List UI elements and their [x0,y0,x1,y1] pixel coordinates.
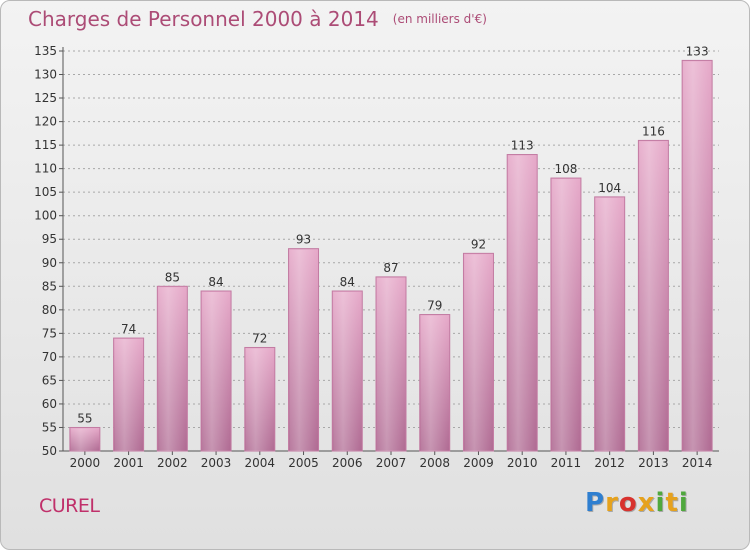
bar-2014[interactable]: 133 [681,44,713,452]
x-tick-label: 2003 [201,456,232,470]
y-tick-label: 95 [42,232,57,246]
bar-2007[interactable]: 87 [375,261,407,452]
bar-highlight [377,277,405,451]
bar-2009[interactable]: 92 [462,237,494,452]
x-tick-label: 2005 [288,456,319,470]
bar-value-label: 116 [642,124,665,138]
y-tick-label: 120 [34,115,57,129]
logo-letter: o [618,488,638,518]
bar-2010[interactable]: 113 [506,139,538,452]
bar-2003[interactable]: 84 [200,275,232,452]
bar-value-label: 87 [383,261,398,275]
bar-2000[interactable]: 55 [69,411,101,452]
bar-highlight [508,155,537,451]
bar-highlight [158,287,187,451]
bar-value-label: 74 [121,322,136,336]
y-tick-label: 110 [34,162,57,176]
bar-value-label: 72 [252,331,267,345]
bar-highlight [595,197,624,451]
logo-letter: P [585,488,606,518]
y-tick-label: 115 [34,138,57,152]
commune-name: CUREL [39,495,100,517]
y-tick-label: 55 [42,420,57,434]
bar-2001[interactable]: 74 [113,322,145,452]
chart-title-text: Charges de Personnel 2000 à 2014 [28,7,379,31]
bar-value-label: 133 [686,44,709,58]
x-tick-label: 2010 [507,456,538,470]
bar-2002[interactable]: 85 [156,270,188,452]
bar-value-label: 104 [598,181,621,195]
x-tick-label: 2002 [157,456,188,470]
x-tick-label: 2004 [245,456,276,470]
chart-title: Charges de Personnel 2000 à 2014 (en mill… [28,7,487,31]
x-tick-label: 2008 [419,456,450,470]
x-tick-label: 2013 [638,456,669,470]
logo-letter: t [665,488,679,518]
bar-value-label: 93 [296,233,311,247]
y-tick-label: 135 [34,44,57,58]
x-tick-label: 2011 [551,456,582,470]
bar-layer: 55 74 85 84 72 93 84 87 79 92 113 108 104 116 133 [69,44,713,452]
y-tick-label: 80 [42,303,57,317]
bar-highlight [70,428,99,451]
bar-value-label: 85 [165,270,180,284]
y-tick-label: 130 [34,68,57,82]
bar-highlight [202,292,231,451]
bar-2006[interactable]: 84 [331,275,363,452]
y-tick-label: 85 [42,279,57,293]
logo-letter: i [655,488,666,518]
bar-2011[interactable]: 108 [550,162,582,452]
bar-2005[interactable]: 93 [288,233,320,452]
x-tick-label: 2006 [332,456,363,470]
proxiti-logo[interactable]: Proxiti [585,488,689,518]
x-tick-label: 2009 [463,456,494,470]
bar-highlight [245,348,274,451]
bar-2008[interactable]: 79 [419,299,451,452]
bar-value-label: 92 [471,237,486,251]
y-tick-label: 60 [42,397,57,411]
y-tick-label: 75 [42,326,57,340]
bar-highlight [683,61,712,451]
y-tick-label: 100 [34,209,57,223]
y-tick-label: 65 [42,373,57,387]
y-tick-label: 50 [42,444,57,458]
y-tick-label: 90 [42,256,57,270]
bar-highlight [289,249,318,451]
bar-2013[interactable]: 116 [637,124,669,452]
y-tick-label: 70 [42,350,57,364]
bar-value-label: 108 [554,162,577,176]
y-tick-label: 105 [34,185,57,199]
bar-highlight [464,254,493,451]
bar-2012[interactable]: 104 [594,181,626,452]
bar-highlight [420,315,449,451]
bar-highlight [551,179,580,451]
bar-value-label: 55 [77,411,92,425]
bar-highlight [114,339,143,451]
bar-highlight [639,141,668,452]
bar-value-label: 79 [427,299,442,313]
chart-subtitle: (en milliers d'€) [392,12,487,26]
y-tick-label: 125 [34,91,57,105]
logo-letter: x [637,488,656,518]
x-tick-label: 2012 [594,456,625,470]
x-tick-label: 2000 [70,456,101,470]
x-tick-label: 2014 [682,456,713,470]
logo-letter: i [678,488,689,518]
bar-highlight [333,292,362,451]
logo-letter: r [605,488,619,518]
bar-value-label: 84 [208,275,223,289]
bar-2004[interactable]: 72 [244,331,276,452]
x-tick-label: 2007 [376,456,407,470]
bar-value-label: 113 [511,139,534,153]
x-tick-label: 2001 [113,456,144,470]
bar-value-label: 84 [340,275,355,289]
